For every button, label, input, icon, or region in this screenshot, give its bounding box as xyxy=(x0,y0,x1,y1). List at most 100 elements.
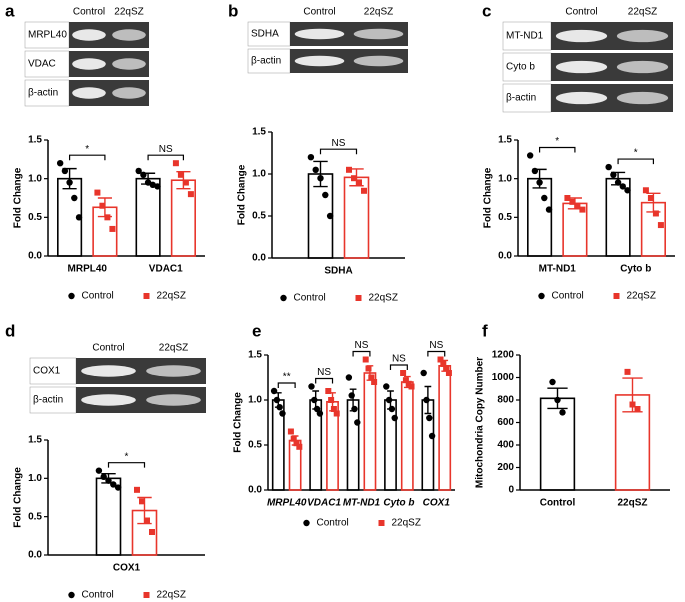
data-point xyxy=(312,166,319,173)
x-tick-label: MT-ND1 xyxy=(343,498,381,509)
significance-bracket xyxy=(147,154,185,161)
lane-label: 22qSZ xyxy=(159,343,188,354)
legend-marker xyxy=(378,520,385,526)
panel-letter: b xyxy=(228,1,238,20)
data-point xyxy=(99,202,106,209)
legend-label: 22qSZ xyxy=(157,291,186,302)
band-label: SDHA xyxy=(251,29,279,40)
data-point xyxy=(311,396,318,404)
legend-label: Control xyxy=(82,590,114,601)
panel-letter: c xyxy=(482,1,491,20)
y-tick-label: 1.5 xyxy=(28,435,42,446)
x-tick-label: MRPL40 xyxy=(267,498,307,509)
data-point xyxy=(140,171,147,178)
legend-label: Control xyxy=(294,293,326,304)
band xyxy=(146,394,201,406)
band xyxy=(72,29,106,41)
y-tick-label: 0.5 xyxy=(28,212,42,223)
significance-bracket xyxy=(315,377,334,384)
x-tick-label: Control xyxy=(540,498,576,509)
legend-marker xyxy=(68,292,75,300)
y-tick-label: 1.0 xyxy=(252,169,266,180)
significance-label: ** xyxy=(283,372,291,383)
band xyxy=(555,60,608,74)
band xyxy=(353,28,404,40)
data-point xyxy=(326,212,334,220)
bar xyxy=(527,177,553,257)
data-point xyxy=(316,410,324,417)
data-point xyxy=(149,529,155,535)
y-tick-label: 1.0 xyxy=(248,395,262,406)
x-tick-label: MRPL40 xyxy=(68,264,108,275)
data-point xyxy=(605,163,612,171)
y-tick-label: 0 xyxy=(508,485,514,496)
y-tick-label: 0.5 xyxy=(252,211,266,222)
data-point xyxy=(95,467,103,474)
data-point xyxy=(172,160,179,167)
y-axis-label: Mitochondria Copy Number xyxy=(475,357,486,488)
y-tick-label: 1.5 xyxy=(248,350,262,361)
data-point xyxy=(545,206,553,213)
blot-label-box xyxy=(247,48,291,74)
y-tick-label: 1.5 xyxy=(28,135,42,146)
legend-marker xyxy=(68,591,75,599)
data-point xyxy=(400,370,407,376)
legend-label: Control xyxy=(317,518,349,529)
data-point xyxy=(437,356,444,363)
band-label: β-actin xyxy=(33,395,63,406)
band xyxy=(81,394,136,406)
data-point xyxy=(408,383,415,390)
y-tick-label: 600 xyxy=(497,417,514,428)
significance-label: NS xyxy=(317,367,331,378)
band xyxy=(81,365,136,377)
data-point xyxy=(536,179,543,186)
significance-label: NS xyxy=(332,138,346,149)
data-point xyxy=(554,396,561,404)
data-point xyxy=(307,154,315,161)
blot-label-box xyxy=(24,50,70,78)
lane-label: Control xyxy=(73,7,105,18)
legend-marker xyxy=(280,294,287,302)
x-tick-label: VDAC1 xyxy=(149,264,183,275)
lane-label: Control xyxy=(565,7,597,18)
legend-marker xyxy=(303,519,310,527)
band-label: VDAC xyxy=(28,59,56,70)
data-point xyxy=(559,409,566,416)
significance-bracket xyxy=(389,364,408,370)
lane-label: 22qSZ xyxy=(114,7,143,18)
band-label: β-actin xyxy=(506,93,536,104)
data-point xyxy=(66,179,73,186)
data-point xyxy=(574,202,581,209)
y-axis-label: Fold Change xyxy=(483,167,494,228)
significance-label: * xyxy=(634,148,638,159)
data-point xyxy=(287,428,294,435)
data-point xyxy=(351,405,358,413)
band xyxy=(112,58,146,70)
data-point xyxy=(330,406,337,412)
significance-bracket xyxy=(538,146,576,153)
significance-label: NS xyxy=(392,354,406,365)
bar xyxy=(346,399,360,491)
panel-letter: d xyxy=(5,321,15,340)
band xyxy=(294,55,345,67)
y-axis-label: Fold Change xyxy=(13,467,24,528)
band xyxy=(72,87,106,99)
data-point xyxy=(531,167,539,175)
data-point xyxy=(569,198,576,205)
panel-letter: a xyxy=(5,1,15,20)
x-tick-label: MT-ND1 xyxy=(539,264,577,275)
data-point xyxy=(308,383,315,390)
y-tick-label: 1.0 xyxy=(28,173,42,184)
bar xyxy=(539,397,576,491)
x-tick-label: VDAC1 xyxy=(307,498,341,509)
data-point xyxy=(402,377,409,384)
data-point xyxy=(614,179,622,186)
band xyxy=(616,60,669,74)
data-point xyxy=(391,414,398,422)
lane-label: 22qSZ xyxy=(628,7,657,18)
legend-label: 22qSZ xyxy=(157,590,186,601)
data-point xyxy=(56,160,64,167)
data-point xyxy=(293,440,300,447)
legend-label: Control xyxy=(552,291,584,302)
